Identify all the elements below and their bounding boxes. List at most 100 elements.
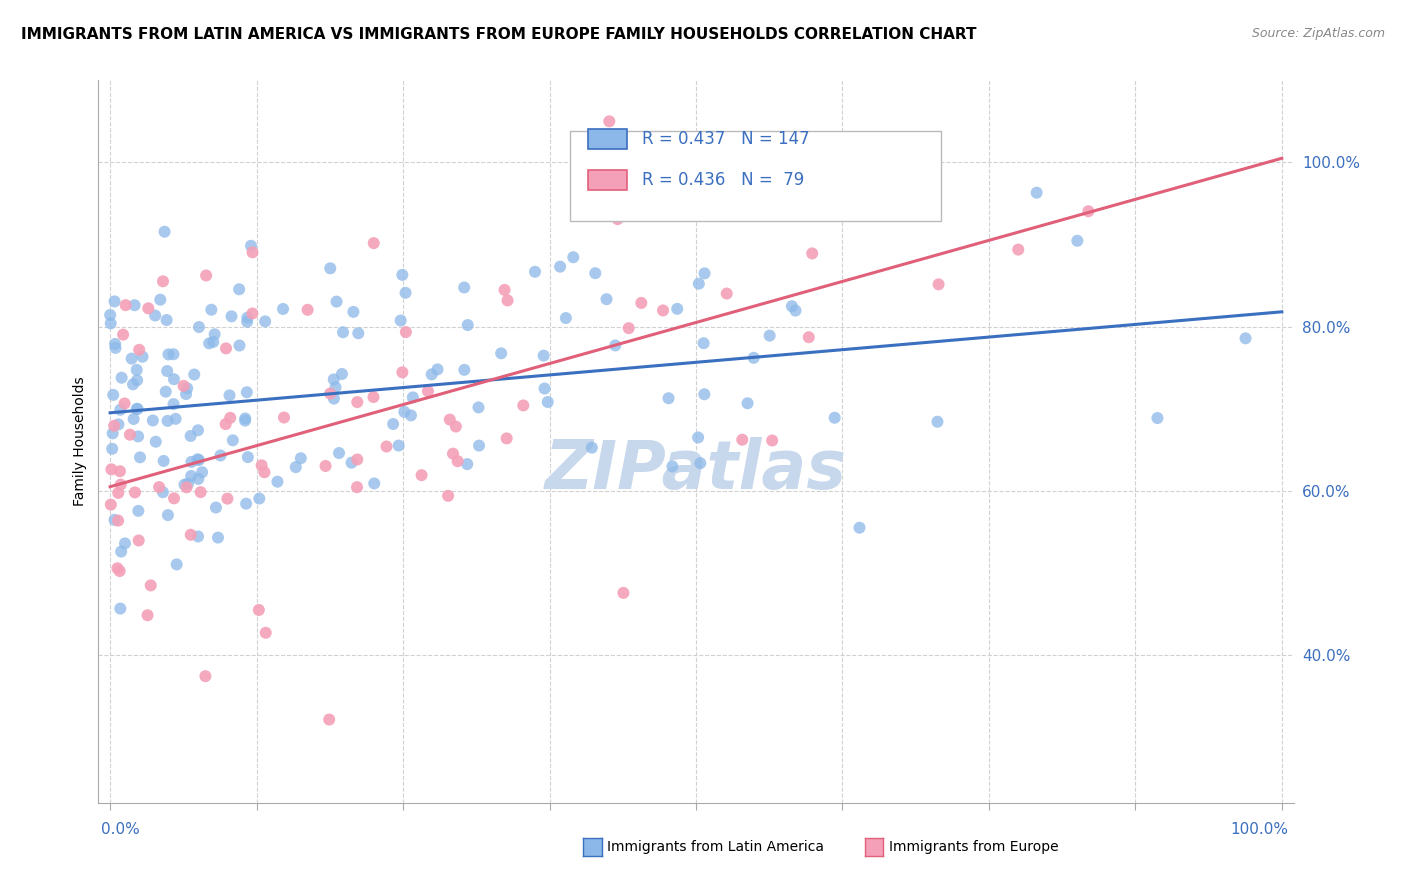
- Point: [100, 462, 122, 476]
- Point: [219, 410, 242, 425]
- Text: 0.0%: 0.0%: [101, 822, 141, 837]
- Point: [284, 460, 307, 475]
- Point: [195, 268, 218, 283]
- Point: [221, 310, 243, 324]
- Point: [689, 456, 711, 470]
- Point: [156, 508, 179, 522]
- Point: [411, 468, 433, 483]
- Point: [110, 601, 132, 615]
- Point: [191, 465, 214, 479]
- Point: [382, 417, 405, 431]
- Point: [207, 531, 229, 545]
- Point: [927, 415, 949, 429]
- Point: [630, 296, 652, 310]
- Point: [319, 386, 342, 401]
- Point: [174, 387, 197, 401]
- Point: [215, 342, 238, 356]
- Point: [495, 431, 517, 445]
- Point: [114, 396, 136, 410]
- Point: [758, 328, 780, 343]
- Point: [233, 411, 256, 425]
- Point: [325, 380, 347, 394]
- Point: [389, 313, 412, 327]
- Point: [1234, 331, 1257, 345]
- Point: [319, 261, 342, 276]
- Point: [136, 608, 159, 623]
- Point: [209, 449, 232, 463]
- Point: [187, 529, 209, 543]
- Point: [152, 485, 174, 500]
- Point: [848, 521, 870, 535]
- Point: [180, 528, 202, 542]
- Point: [420, 368, 443, 382]
- Point: [228, 282, 250, 296]
- Point: [273, 410, 295, 425]
- Point: [122, 377, 145, 392]
- Point: [128, 533, 150, 548]
- Point: [155, 384, 177, 399]
- Point: [110, 402, 132, 417]
- Point: [416, 384, 439, 399]
- Point: [453, 280, 475, 294]
- Point: [124, 485, 146, 500]
- Point: [688, 277, 710, 291]
- Point: [824, 410, 846, 425]
- Point: [156, 414, 179, 428]
- Text: R = 0.437   N = 147: R = 0.437 N = 147: [643, 130, 810, 148]
- Point: [187, 453, 209, 467]
- Point: [198, 336, 221, 351]
- Point: [100, 317, 122, 331]
- Point: [346, 395, 368, 409]
- Point: [437, 489, 460, 503]
- Point: [127, 504, 149, 518]
- Point: [162, 397, 184, 411]
- Point: [391, 268, 413, 282]
- Point: [494, 283, 516, 297]
- Point: [129, 450, 152, 465]
- Point: [254, 625, 277, 640]
- Point: [202, 334, 225, 349]
- Point: [107, 561, 129, 575]
- Point: [342, 305, 364, 319]
- FancyBboxPatch shape: [589, 169, 627, 190]
- Text: 100.0%: 100.0%: [1230, 822, 1288, 837]
- Text: ZIPatlas: ZIPatlas: [546, 437, 846, 503]
- Point: [188, 320, 211, 334]
- Point: [1066, 234, 1088, 248]
- Point: [103, 294, 125, 309]
- Point: [247, 603, 270, 617]
- Point: [163, 491, 186, 506]
- Point: [236, 450, 259, 464]
- Point: [606, 212, 628, 227]
- Point: [441, 447, 464, 461]
- Point: [652, 303, 675, 318]
- Point: [797, 330, 820, 344]
- Point: [439, 412, 461, 426]
- Point: [375, 440, 398, 454]
- Point: [761, 434, 783, 448]
- Point: [190, 485, 212, 500]
- Point: [612, 586, 634, 600]
- Point: [247, 491, 270, 506]
- Point: [124, 298, 146, 312]
- Point: [657, 391, 679, 405]
- Point: [453, 363, 475, 377]
- Point: [153, 225, 176, 239]
- Point: [742, 351, 765, 365]
- Point: [103, 418, 125, 433]
- Y-axis label: Family Households: Family Households: [73, 376, 87, 507]
- Point: [253, 465, 276, 479]
- Point: [240, 306, 263, 320]
- Point: [666, 301, 689, 316]
- Text: IMMIGRANTS FROM LATIN AMERICA VS IMMIGRANTS FROM EUROPE FAMILY HOUSEHOLDS CORREL: IMMIGRANTS FROM LATIN AMERICA VS IMMIGRA…: [21, 27, 977, 42]
- Point: [346, 480, 368, 494]
- Point: [125, 363, 148, 377]
- Point: [254, 314, 277, 328]
- Point: [149, 293, 172, 307]
- Point: [156, 313, 179, 327]
- Point: [142, 413, 165, 427]
- Point: [145, 434, 167, 449]
- Point: [107, 514, 129, 528]
- Point: [152, 454, 174, 468]
- Point: [101, 442, 124, 456]
